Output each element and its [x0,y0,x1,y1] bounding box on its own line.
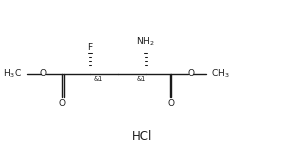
Text: O: O [168,99,175,108]
Text: &1: &1 [93,76,103,82]
Text: &1: &1 [136,76,145,82]
Text: O: O [58,99,66,108]
Text: O: O [40,69,47,78]
Text: F: F [87,43,93,52]
Text: $\mathregular{NH_2}$: $\mathregular{NH_2}$ [137,35,155,48]
Text: HCl: HCl [132,130,152,143]
Text: $\mathregular{H_3C}$: $\mathregular{H_3C}$ [3,67,22,80]
Text: O: O [187,69,194,78]
Text: $\mathregular{CH_3}$: $\mathregular{CH_3}$ [211,67,230,80]
